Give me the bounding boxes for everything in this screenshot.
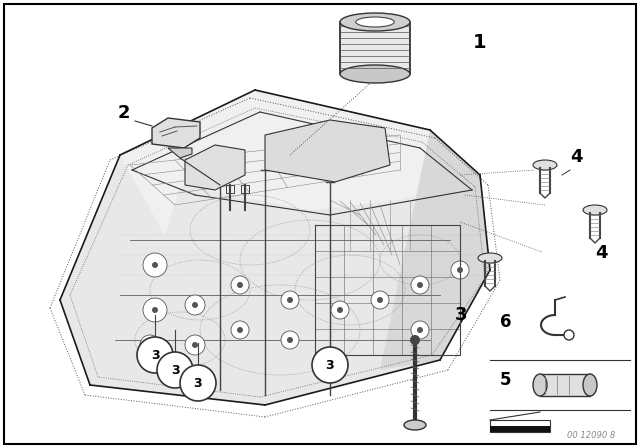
- Text: 3: 3: [326, 358, 334, 371]
- Circle shape: [331, 301, 349, 319]
- Ellipse shape: [356, 17, 394, 27]
- Text: 5: 5: [500, 371, 511, 389]
- Circle shape: [337, 307, 343, 313]
- Text: 3: 3: [455, 306, 467, 324]
- Circle shape: [411, 276, 429, 294]
- Ellipse shape: [583, 374, 597, 396]
- Circle shape: [192, 342, 198, 348]
- Text: 6: 6: [500, 313, 511, 331]
- Bar: [540, 374, 590, 396]
- Polygon shape: [60, 155, 490, 405]
- Circle shape: [564, 330, 574, 340]
- Circle shape: [137, 337, 173, 373]
- Circle shape: [180, 365, 216, 401]
- Polygon shape: [120, 90, 480, 235]
- Bar: [340, 22, 410, 74]
- Text: 00 12090 8: 00 12090 8: [567, 431, 615, 440]
- Circle shape: [410, 335, 420, 345]
- Circle shape: [417, 327, 423, 333]
- Polygon shape: [185, 145, 245, 190]
- Text: 1: 1: [473, 33, 487, 52]
- Ellipse shape: [533, 374, 547, 396]
- Polygon shape: [168, 148, 192, 158]
- Circle shape: [152, 262, 158, 268]
- Circle shape: [140, 335, 160, 355]
- Text: 4: 4: [570, 148, 582, 166]
- Circle shape: [157, 352, 193, 388]
- Circle shape: [192, 302, 198, 308]
- Ellipse shape: [533, 160, 557, 170]
- Circle shape: [237, 327, 243, 333]
- Text: 3: 3: [194, 376, 202, 389]
- Circle shape: [281, 291, 299, 309]
- Circle shape: [143, 298, 167, 322]
- Circle shape: [231, 276, 249, 294]
- Bar: [490, 426, 550, 432]
- Circle shape: [185, 295, 205, 315]
- Polygon shape: [380, 130, 490, 370]
- Text: 2: 2: [118, 104, 131, 122]
- Circle shape: [281, 331, 299, 349]
- Circle shape: [451, 261, 469, 279]
- Ellipse shape: [340, 13, 410, 31]
- Text: 3: 3: [171, 363, 179, 376]
- Text: 3: 3: [150, 349, 159, 362]
- Bar: [490, 420, 550, 432]
- Circle shape: [152, 307, 158, 313]
- Ellipse shape: [404, 420, 426, 430]
- Ellipse shape: [583, 205, 607, 215]
- Circle shape: [411, 321, 429, 339]
- Circle shape: [185, 335, 205, 355]
- Circle shape: [377, 297, 383, 303]
- Circle shape: [371, 291, 389, 309]
- Ellipse shape: [340, 65, 410, 83]
- Circle shape: [312, 347, 348, 383]
- Ellipse shape: [478, 253, 502, 263]
- Text: 4: 4: [595, 244, 607, 262]
- Circle shape: [287, 337, 293, 343]
- Circle shape: [147, 342, 153, 348]
- Polygon shape: [152, 118, 200, 148]
- Circle shape: [287, 297, 293, 303]
- Circle shape: [457, 267, 463, 273]
- Circle shape: [417, 282, 423, 288]
- Circle shape: [237, 282, 243, 288]
- Circle shape: [143, 253, 167, 277]
- Circle shape: [231, 321, 249, 339]
- Polygon shape: [265, 120, 390, 182]
